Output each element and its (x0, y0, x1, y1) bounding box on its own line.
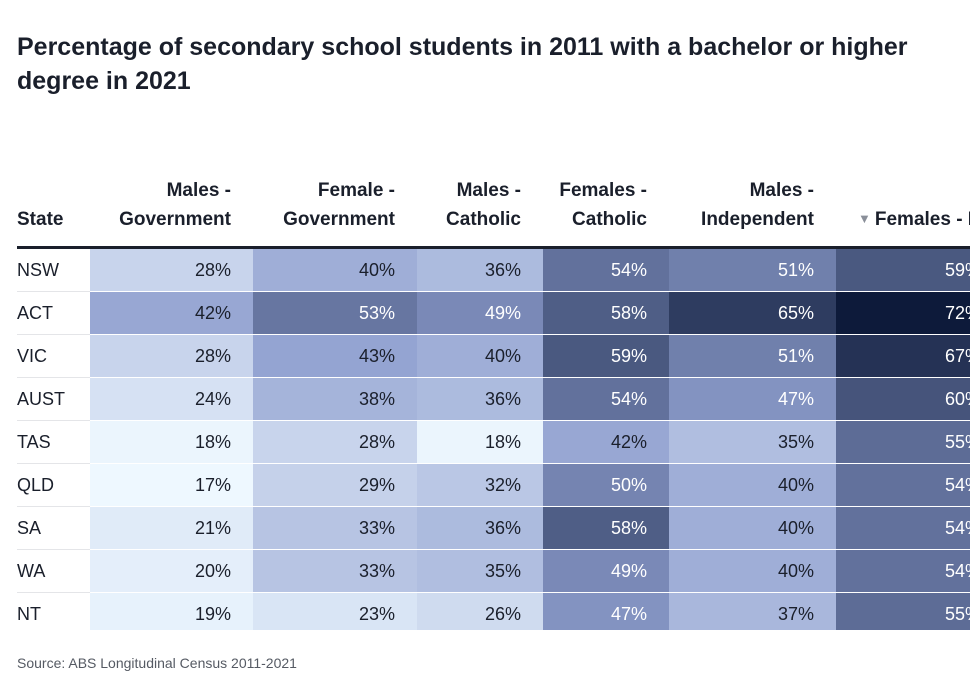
state-cell: VIC (17, 334, 90, 378)
cell-males-independent: 40% (669, 549, 836, 593)
cell-female-government: 23% (253, 592, 417, 630)
column-header-males-catholic[interactable]: Males - Catholic (417, 140, 543, 249)
cell-females-independent: 54% (836, 549, 970, 593)
cell-females-independent: 55% (836, 592, 970, 630)
cell-female-government: 53% (253, 291, 417, 335)
cell-female-government: 33% (253, 506, 417, 550)
cell-males-independent: 51% (669, 334, 836, 378)
cell-females-independent: 67% (836, 334, 970, 378)
column-header-females-independent-label: Females - Independent (874, 209, 970, 230)
cell-females-independent: 54% (836, 506, 970, 550)
chart-title: Percentage of secondary school students … (17, 33, 908, 95)
cell-males-independent: 47% (669, 377, 836, 421)
cell-females-catholic: 58% (543, 506, 669, 550)
cell-females-catholic: 59% (543, 334, 669, 378)
state-cell: WA (17, 549, 90, 593)
cell-males-independent: 35% (669, 420, 836, 464)
cell-females-catholic: 50% (543, 463, 669, 507)
state-cell: AUST (17, 377, 90, 421)
cell-female-government: 38% (253, 377, 417, 421)
cell-males-catholic: 36% (417, 377, 543, 421)
cell-females-catholic: 47% (543, 592, 669, 630)
cell-males-government: 19% (90, 592, 253, 630)
cell-males-independent: 51% (669, 247, 836, 292)
cell-females-independent: 72% (836, 291, 970, 335)
cell-males-catholic: 40% (417, 334, 543, 378)
cell-females-catholic: 54% (543, 377, 669, 421)
cell-female-government: 43% (253, 334, 417, 378)
cell-males-government: 24% (90, 377, 253, 421)
state-cell: TAS (17, 420, 90, 464)
cell-males-independent: 65% (669, 291, 836, 335)
state-cell: SA (17, 506, 90, 550)
data-table: State Males - Government Female - Govern… (17, 140, 970, 630)
cell-males-government: 18% (90, 420, 253, 464)
cell-males-catholic: 36% (417, 506, 543, 550)
cell-males-independent: 40% (669, 463, 836, 507)
column-header-female-government[interactable]: Female - Government (253, 140, 417, 249)
sort-down-icon: ▼ (858, 211, 871, 226)
cell-female-government: 28% (253, 420, 417, 464)
cell-males-catholic: 49% (417, 291, 543, 335)
cell-males-government: 20% (90, 549, 253, 593)
column-header-males-government[interactable]: Males - Government (90, 140, 253, 249)
state-cell: NT (17, 592, 90, 630)
cell-males-catholic: 32% (417, 463, 543, 507)
state-cell: NSW (17, 247, 90, 292)
header-row: State Males - Government Female - Govern… (17, 140, 970, 249)
cell-females-independent: 60% (836, 377, 970, 421)
column-header-females-independent[interactable]: ▼Females - Independent (836, 140, 970, 249)
cell-females-catholic: 49% (543, 549, 669, 593)
table-container: State Males - Government Female - Govern… (17, 140, 970, 630)
cell-males-government: 28% (90, 247, 253, 292)
cell-males-government: 17% (90, 463, 253, 507)
cell-female-government: 33% (253, 549, 417, 593)
column-header-females-catholic[interactable]: Females - Catholic (543, 140, 669, 249)
column-header-males-independent[interactable]: Males - Independent (669, 140, 836, 249)
cell-males-catholic: 26% (417, 592, 543, 630)
cell-females-catholic: 54% (543, 247, 669, 292)
cell-females-catholic: 42% (543, 420, 669, 464)
cell-females-independent: 54% (836, 463, 970, 507)
cell-males-catholic: 18% (417, 420, 543, 464)
cell-males-independent: 37% (669, 592, 836, 630)
cell-males-government: 42% (90, 291, 253, 335)
cell-female-government: 40% (253, 247, 417, 292)
state-cell: ACT (17, 291, 90, 335)
state-cell: QLD (17, 463, 90, 507)
table-body: NSW28%40%36%54%51%59%ACT42%53%49%58%65%7… (17, 247, 970, 630)
cell-females-catholic: 58% (543, 291, 669, 335)
cell-females-independent: 59% (836, 247, 970, 292)
cell-females-independent: 55% (836, 420, 970, 464)
cell-males-catholic: 35% (417, 549, 543, 593)
cell-males-independent: 40% (669, 506, 836, 550)
cell-female-government: 29% (253, 463, 417, 507)
cell-males-government: 21% (90, 506, 253, 550)
cell-males-government: 28% (90, 334, 253, 378)
column-header-state[interactable]: State (17, 140, 90, 249)
cell-males-catholic: 36% (417, 247, 543, 292)
source-note: Source: ABS Longitudinal Census 2011-202… (17, 655, 297, 671)
